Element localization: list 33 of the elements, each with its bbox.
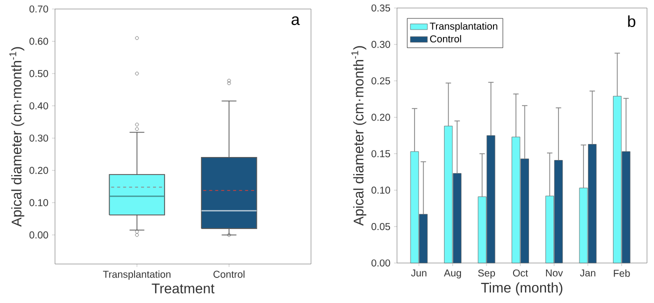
- y-tick-label: 0.25: [371, 77, 390, 84]
- y-tick-label: 0.00: [371, 259, 390, 267]
- y-tick-label: 0.40: [29, 102, 48, 110]
- y-tick-label: 0.20: [371, 114, 390, 121]
- y-tick-label: 0.30: [371, 40, 390, 48]
- y-tick-label: 0.00: [29, 231, 48, 238]
- y-tick-label: 0.20: [29, 166, 48, 174]
- legend-label: Control: [430, 35, 462, 42]
- x-tick-label: Jun: [411, 270, 426, 276]
- y-tick-label: 0.60: [29, 38, 48, 45]
- y-tick-label: 0.50: [29, 70, 48, 78]
- y-tick-label: 0.15: [371, 150, 390, 158]
- y-tick-label: 0.10: [371, 186, 390, 194]
- x-tick-label: Nov: [546, 270, 563, 276]
- x-axis-title: Treatment: [152, 284, 214, 294]
- x-tick-label: Oct: [513, 270, 528, 277]
- x-tick-label: Sep: [478, 270, 495, 279]
- y-axis-title: Apical diameter (cm·month$^{-1}$): [9, 47, 24, 227]
- annotation: b: [628, 15, 636, 28]
- legend-label: Transplantation: [430, 22, 498, 32]
- x-tick-label: Feb: [614, 270, 630, 277]
- x-tick-label: Jan: [580, 270, 596, 276]
- y-tick-label: 0.10: [29, 199, 48, 206]
- x-tick-label: Transplantation: [103, 270, 170, 280]
- x-axis-title: Time (month): [481, 282, 562, 296]
- annotation: a: [292, 16, 300, 26]
- y-tick-label: 0.05: [371, 223, 390, 230]
- y-axis-title: Apical diameter (cm·month$^{-1}$): [351, 46, 366, 226]
- y-tick-label: 0.35: [371, 4, 390, 12]
- y-tick-label: 0.70: [29, 5, 48, 13]
- x-tick-label: Control: [213, 270, 244, 278]
- x-tick-label: Aug: [444, 270, 461, 278]
- y-tick-label: 0.30: [29, 134, 48, 142]
